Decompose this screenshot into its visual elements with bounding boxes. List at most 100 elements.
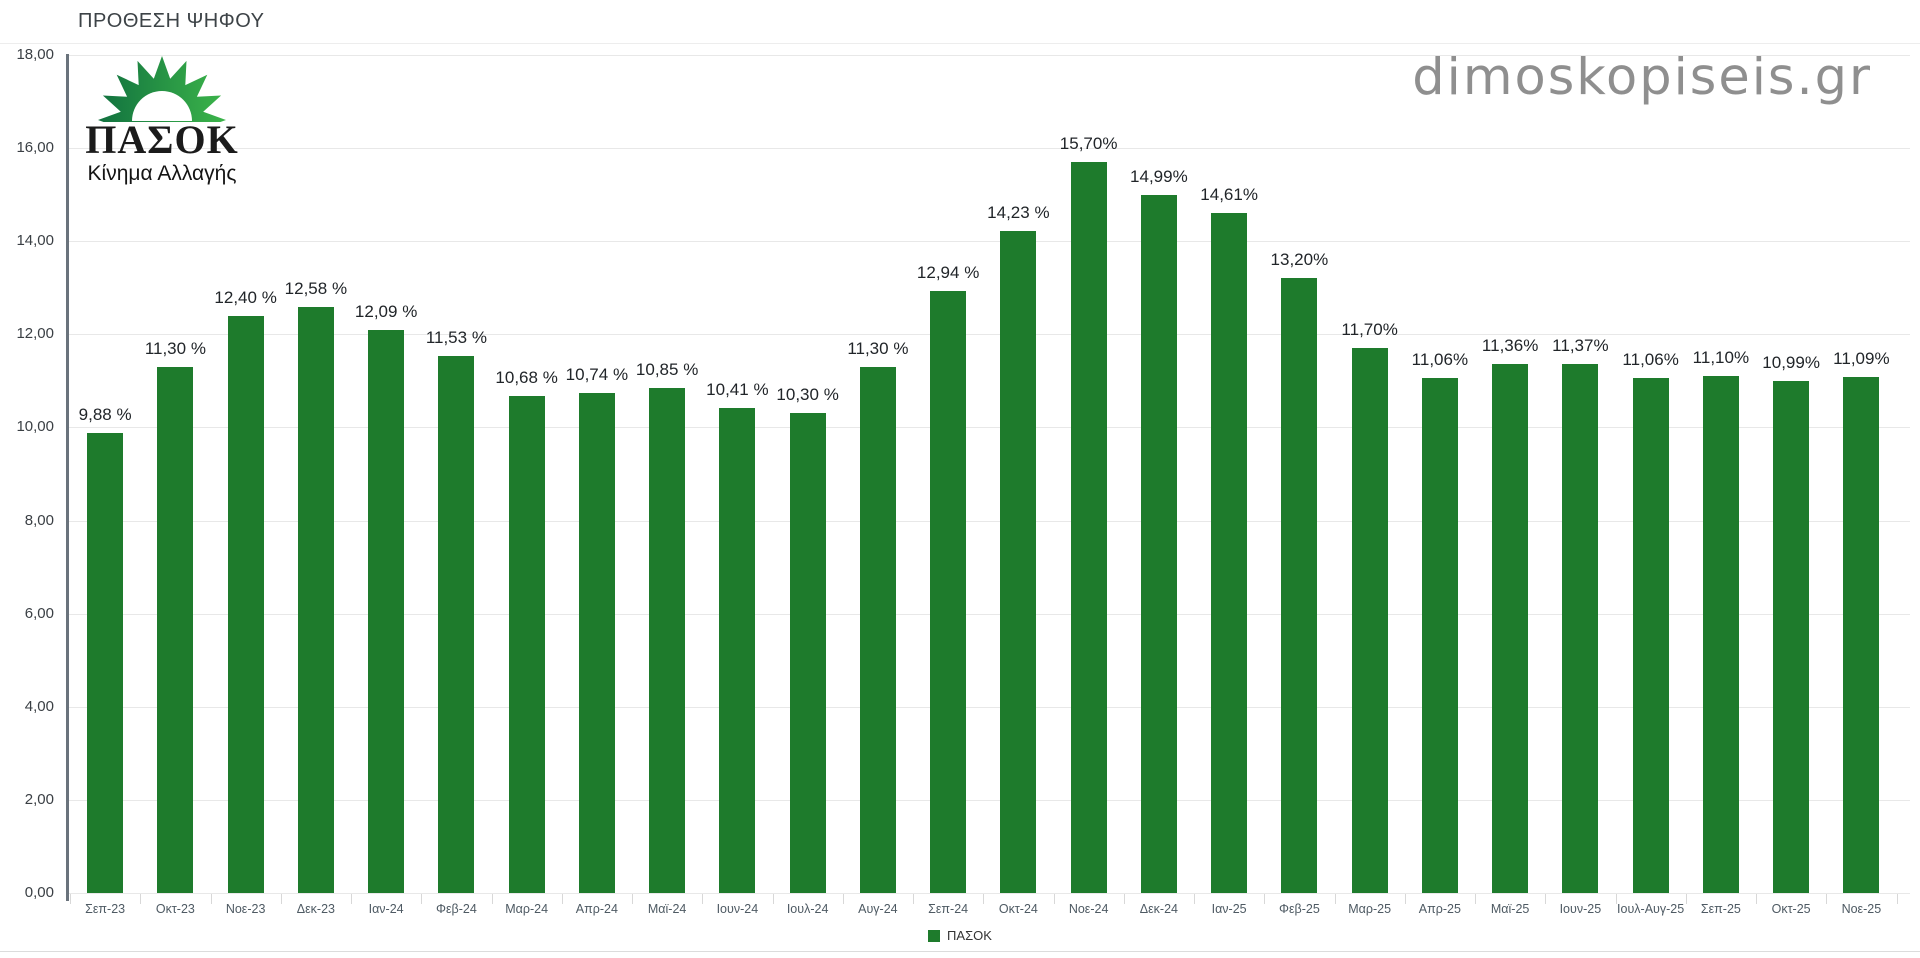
bar: [1351, 348, 1388, 893]
x-axis-tick: [913, 894, 914, 904]
bar-value-label: 12,94 %: [916, 262, 980, 282]
bar-value-label: 11,10%: [1692, 348, 1750, 368]
x-axis-label: Νοε-24: [1068, 902, 1109, 916]
watermark: dimoskopiseis.gr: [1412, 48, 1872, 107]
bar: [719, 408, 756, 893]
bottom-divider: [0, 951, 1920, 952]
bar-value-label: 14,61%: [1200, 184, 1258, 204]
y-axis-label: 16,00: [16, 139, 54, 157]
x-axis-tick: [1475, 894, 1476, 904]
legend-swatch: [928, 929, 941, 942]
gridline: [68, 148, 1910, 150]
bar: [789, 413, 826, 893]
x-axis-tick: [1334, 894, 1336, 904]
bar: [1702, 376, 1739, 893]
top-divider: [0, 43, 1920, 44]
gridline: [68, 520, 1910, 522]
bar: [1562, 363, 1599, 893]
bar-value-label: 12,40 %: [214, 287, 277, 307]
x-axis-tick: [1264, 894, 1266, 904]
x-axis-tick: [421, 894, 423, 904]
x-axis-tick: [1685, 894, 1687, 904]
x-axis-tick: [351, 894, 352, 904]
x-axis-label: Οκτ-24: [998, 902, 1038, 916]
gridline: [68, 55, 1910, 56]
x-axis-tick: [842, 894, 844, 904]
y-axis-label: 10,00: [16, 418, 54, 436]
x-axis-tick: [1756, 894, 1757, 904]
x-axis-label: Ιουν-25: [1559, 902, 1602, 916]
logo-subtitle: Κίνημα Αλλαγής: [87, 162, 237, 185]
x-axis-tick: [210, 894, 212, 904]
x-axis-label: Ιουλ-Αυγ-25: [1617, 902, 1685, 916]
x-axis-tick: [280, 894, 282, 904]
bar-value-label: 10,99%: [1762, 353, 1820, 373]
bar: [1140, 195, 1177, 893]
x-axis-label: Μαϊ-24: [647, 902, 687, 916]
bar: [578, 392, 615, 893]
y-axis-label: 8,00: [24, 511, 54, 529]
x-axis-tick: [561, 894, 563, 904]
gridline: [68, 893, 1910, 894]
y-axis-label: 2,00: [24, 790, 54, 808]
y-axis-label: 18,00: [16, 46, 54, 63]
bar-value-label: 11,06%: [1622, 350, 1679, 370]
bar: [1773, 381, 1810, 893]
y-axis-line: [66, 54, 69, 901]
x-axis-label: Ιαν-24: [368, 902, 404, 916]
x-axis-tick: [70, 894, 71, 904]
y-axis-label: 0,00: [24, 884, 54, 901]
x-axis-label: Απρ-25: [1418, 902, 1461, 916]
bar-value-label: 14,23 %: [987, 202, 1050, 222]
bar-value-label: 10,74 %: [565, 364, 629, 384]
bar-value-label: 9,88 %: [78, 405, 132, 425]
bar-value-label: 11,36%: [1481, 336, 1539, 356]
bar-value-label: 11,30 %: [144, 338, 206, 358]
x-axis-label: Ιουν-24: [716, 902, 759, 916]
x-axis-tick: [1826, 894, 1828, 904]
bar-value-label: 10,41 %: [706, 380, 769, 400]
x-axis-tick: [1404, 894, 1406, 904]
bar: [1421, 378, 1458, 893]
x-axis-label: Μαϊ-25: [1490, 902, 1530, 916]
pasok-sun-icon: [98, 56, 226, 122]
x-axis-label: Απρ-24: [575, 902, 618, 916]
gridline: [68, 427, 1910, 429]
y-axis-label: 12,00: [16, 325, 54, 343]
x-axis-tick: [702, 894, 704, 904]
x-axis-tick: [1194, 894, 1195, 904]
bar: [438, 356, 475, 893]
bar: [87, 433, 124, 893]
x-axis-tick: [772, 894, 774, 904]
x-axis-label: Σεπ-25: [1700, 902, 1741, 916]
bar: [1492, 364, 1529, 893]
pasok-logo: ΠΑΣΟΚ Κίνημα Αλλαγής: [76, 50, 248, 186]
bar-value-label: 15,70%: [1059, 134, 1118, 154]
bar: [227, 315, 264, 893]
bar-value-label: 12,09 %: [354, 302, 418, 322]
x-axis-tick: [632, 894, 633, 904]
x-axis-tick: [1123, 894, 1125, 904]
bar: [649, 387, 686, 893]
x-axis-label: Ιουλ-24: [786, 902, 829, 916]
gridline: [68, 706, 1910, 708]
bar-value-label: 10,30 %: [776, 385, 839, 405]
x-axis-tick: [1053, 894, 1055, 904]
bar: [508, 395, 545, 893]
bar: [368, 330, 405, 893]
bar: [1281, 278, 1318, 893]
x-axis-label: Οκτ-23: [155, 902, 195, 916]
bar-value-label: 11,30 %: [847, 338, 909, 358]
chart-title: ΠΡΟΘΕΣΗ ΨΗΦΟΥ: [78, 10, 265, 32]
x-axis-label: Αυγ-24: [858, 902, 898, 916]
bar-value-label: 11,37%: [1552, 335, 1609, 355]
bar: [297, 307, 334, 893]
x-axis-tick: [1545, 894, 1547, 904]
bar-value-label: 14,99%: [1130, 167, 1188, 187]
bar-value-label: 10,68 %: [495, 367, 558, 387]
x-axis-label: Μαρ-24: [505, 902, 549, 916]
x-axis-tick: [1615, 894, 1617, 904]
gridline: [68, 799, 1910, 801]
x-axis-tick: [1896, 894, 1898, 904]
